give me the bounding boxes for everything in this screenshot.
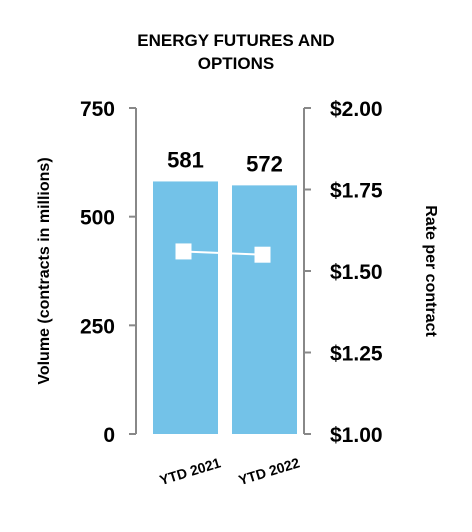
y2-axis-label: Rate per contract <box>422 205 439 337</box>
x-category-label-1: YTD 2021 <box>158 454 223 488</box>
y-tick-label: 750 <box>80 98 115 121</box>
chart-title-line-2: OPTIONS <box>198 54 275 73</box>
x-category-label-2: YTD 2022 <box>237 454 302 488</box>
rate-marker-1 <box>175 243 192 260</box>
rate-marker-2 <box>254 246 271 263</box>
bar-2 <box>232 185 297 434</box>
rate-line <box>175 243 271 263</box>
bar-data-label-2: 572 <box>246 151 283 176</box>
bar-group: 581 YTD 2021 572 YTD 2022 <box>153 147 302 488</box>
axes: 0 250 500 750 $1.00 $1.25 $1.50 $1.75 $2.00 <box>80 98 383 447</box>
y-tick-label: 250 <box>80 315 115 338</box>
y2-tick-label: $2.00 <box>330 98 383 121</box>
y2-tick-label: $1.00 <box>330 424 383 447</box>
y2-tick-label: $1.25 <box>330 343 383 366</box>
rate-line-path <box>183 250 263 256</box>
y-axis-label: Volume (contracts in millions) <box>36 157 53 384</box>
y-tick-label: 0 <box>103 424 115 447</box>
y2-tick-label: $1.75 <box>330 180 383 203</box>
chart-title-line-1: ENERGY FUTURES AND <box>137 31 334 50</box>
y2-tick-label: $1.50 <box>330 261 383 284</box>
bar-data-label-1: 581 <box>167 147 204 172</box>
y-tick-label: 500 <box>80 207 115 230</box>
bar-1 <box>153 181 218 434</box>
